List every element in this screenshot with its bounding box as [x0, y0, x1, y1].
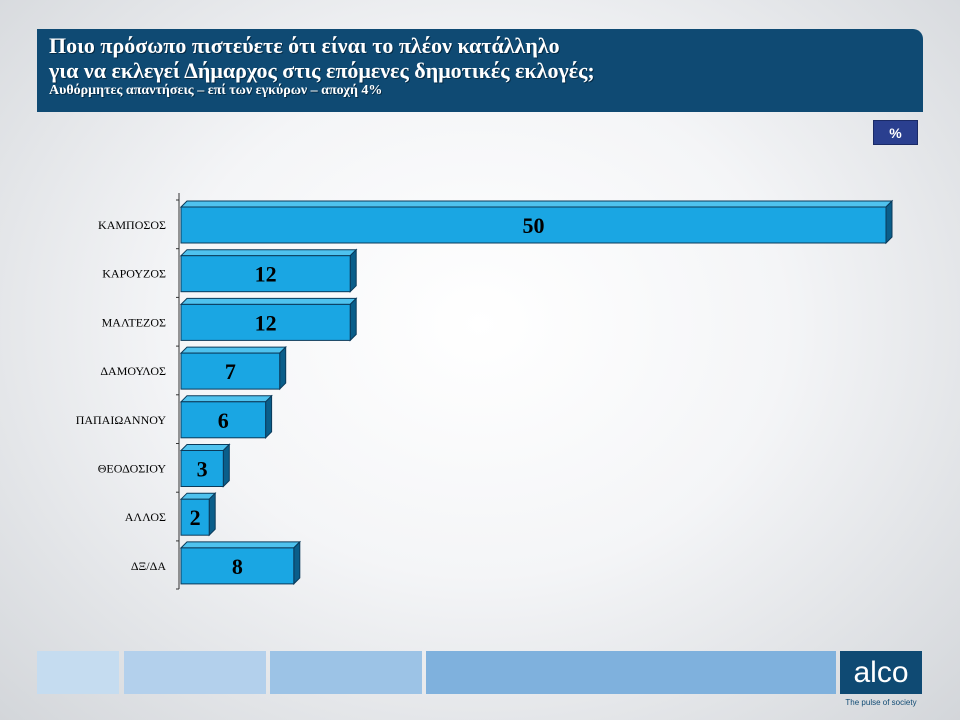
bar-top-face	[179, 249, 358, 257]
bar-top-face	[179, 200, 894, 208]
bar-side-face	[349, 248, 357, 293]
footer-block-3	[270, 651, 422, 694]
bar-side-face	[279, 345, 287, 391]
bar-side-face	[265, 394, 273, 440]
bar-top-face	[179, 297, 358, 305]
logo-text: alco	[853, 655, 909, 689]
bar-side-face	[222, 443, 230, 488]
chart-title-line-2: για να εκλεγεί Δήμαρχος στις επόμενες δη…	[49, 58, 595, 83]
bar	[180, 303, 351, 341]
bar-value-label: 8	[232, 554, 243, 579]
category-label: ΑΛΛΟΣ	[125, 510, 166, 524]
bar	[180, 401, 267, 439]
alco-logo: alco	[840, 651, 922, 694]
bar-value-label: 50	[523, 213, 545, 238]
bar-value-label: 7	[225, 359, 236, 384]
bar	[180, 450, 224, 487]
bar-value-label: 3	[197, 457, 208, 482]
chart-title-line-1: Ποιο πρόσωπο πιστεύετε ότι είναι το πλέο…	[49, 33, 560, 58]
footer-block-4	[426, 651, 836, 694]
bar-side-face	[885, 199, 893, 245]
category-label: ΚΑΡΟΥΖΟΣ	[102, 267, 166, 281]
chart-subtitle: Αυθόρμητες απαντήσεις – επί των εγκύρων …	[49, 83, 383, 98]
footer-block-1	[37, 651, 119, 694]
bar	[180, 547, 295, 585]
bar-value-label: 6	[218, 408, 229, 433]
bar-top-face	[179, 346, 287, 354]
bar	[180, 206, 887, 244]
bar	[180, 255, 351, 293]
bar-value-label: 12	[255, 310, 277, 335]
bar-value-label: 2	[190, 505, 201, 530]
bar-top-face	[179, 395, 273, 403]
bar-side-face	[293, 540, 301, 586]
logo-tagline: The pulse of society	[845, 698, 917, 707]
title-banner: Ποιο πρόσωπο πιστεύετε ότι είναι το πλέο…	[37, 29, 923, 112]
bar-value-label: 12	[255, 262, 277, 287]
footer-block-2	[124, 651, 266, 694]
bar-top-face	[179, 444, 231, 451]
category-label: ΔΞ/ΔΑ	[131, 559, 166, 573]
category-label: ΚΑΜΠΟΣΟΣ	[98, 218, 166, 232]
bar-top-face	[179, 541, 302, 549]
bar	[180, 498, 210, 536]
category-label: ΘΕΟΔΟΣΙΟΥ	[98, 462, 167, 476]
category-label: ΜΑΛΤΕΖΟΣ	[102, 315, 166, 329]
unit-badge: %	[873, 120, 918, 145]
category-label: ΠΑΠΑΙΩΑΝΝΟΥ	[76, 413, 167, 427]
bar	[180, 352, 281, 390]
category-label: ΔΑΜΟΥΛΟΣ	[100, 364, 166, 378]
bar-side-face	[208, 491, 216, 537]
bar-side-face	[349, 297, 357, 342]
